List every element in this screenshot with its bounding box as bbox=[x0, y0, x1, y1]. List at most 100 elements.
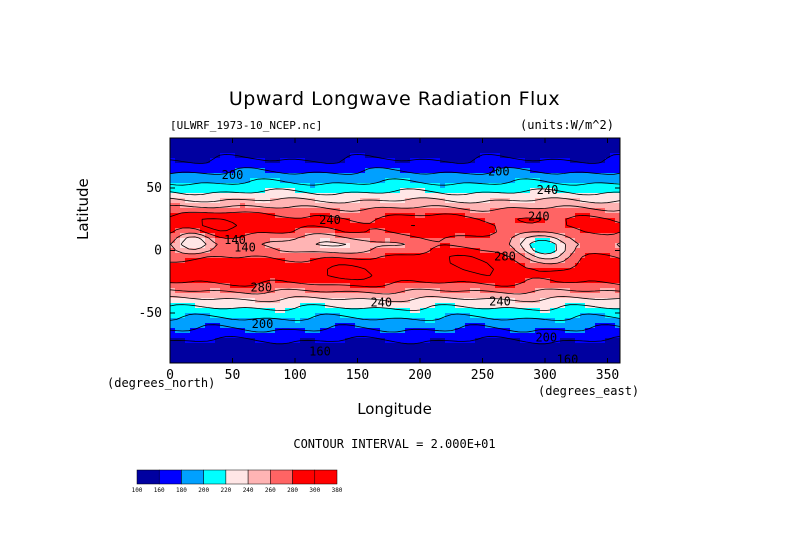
heatmap-cell bbox=[200, 253, 206, 259]
heatmap-cell bbox=[385, 263, 391, 269]
heatmap-cell bbox=[575, 243, 581, 249]
heatmap-cell bbox=[325, 253, 331, 259]
heatmap-cell bbox=[405, 208, 411, 214]
heatmap-cell bbox=[410, 153, 416, 159]
heatmap-cell bbox=[290, 293, 296, 299]
heatmap-cell bbox=[185, 203, 191, 209]
heatmap-cell bbox=[205, 138, 211, 144]
heatmap-cell bbox=[540, 208, 546, 214]
heatmap-cell bbox=[365, 358, 371, 363]
heatmap-cell bbox=[295, 158, 301, 164]
heatmap-cell bbox=[615, 328, 620, 334]
heatmap-cell bbox=[590, 353, 596, 359]
heatmap-cell bbox=[460, 173, 466, 179]
heatmap-cell bbox=[580, 298, 586, 304]
heatmap-cell bbox=[400, 243, 406, 249]
heatmap-cell bbox=[370, 143, 376, 149]
heatmap-cell bbox=[515, 193, 521, 199]
heatmap-cell bbox=[180, 298, 186, 304]
heatmap-cell bbox=[285, 253, 291, 259]
heatmap-cell bbox=[450, 258, 456, 264]
heatmap-cell bbox=[525, 193, 531, 199]
heatmap-cell bbox=[410, 188, 416, 194]
heatmap-cell bbox=[230, 333, 236, 339]
heatmap-cell bbox=[295, 333, 301, 339]
heatmap-cell bbox=[175, 173, 181, 179]
heatmap-cell bbox=[185, 303, 191, 309]
heatmap-cell bbox=[585, 293, 591, 299]
heatmap-cell bbox=[530, 248, 536, 254]
heatmap-cell bbox=[375, 318, 381, 324]
heatmap-cell bbox=[340, 198, 346, 204]
heatmap-cell bbox=[315, 358, 321, 363]
heatmap-cell bbox=[245, 293, 251, 299]
heatmap-cell bbox=[285, 303, 291, 309]
heatmap-cell bbox=[175, 153, 181, 159]
heatmap-cell bbox=[300, 148, 306, 154]
heatmap-cell bbox=[605, 228, 611, 234]
heatmap-cell bbox=[280, 233, 286, 239]
heatmap-cell bbox=[535, 188, 541, 194]
heatmap-cell bbox=[350, 313, 356, 319]
heatmap-cell bbox=[590, 228, 596, 234]
heatmap-cell bbox=[510, 293, 516, 299]
heatmap-cell bbox=[425, 228, 431, 234]
heatmap-cell bbox=[540, 248, 546, 254]
heatmap-cell bbox=[400, 308, 406, 314]
heatmap-cell bbox=[605, 168, 611, 174]
heatmap-cell bbox=[615, 273, 620, 279]
heatmap-cell bbox=[185, 193, 191, 199]
heatmap-cell bbox=[360, 163, 366, 169]
heatmap-cell bbox=[215, 168, 221, 174]
heatmap-cell bbox=[540, 268, 546, 274]
heatmap-cell bbox=[335, 143, 341, 149]
heatmap-cell bbox=[440, 138, 446, 144]
heatmap-cell bbox=[280, 273, 286, 279]
heatmap-cell bbox=[245, 193, 251, 199]
heatmap-cell bbox=[490, 163, 496, 169]
heatmap-cell bbox=[495, 188, 501, 194]
heatmap-cell bbox=[615, 173, 620, 179]
heatmap-cell bbox=[215, 238, 221, 244]
heatmap-cell bbox=[455, 208, 461, 214]
heatmap-cell bbox=[565, 178, 571, 184]
heatmap-cell bbox=[275, 183, 281, 189]
heatmap-cell bbox=[405, 283, 411, 289]
heatmap-cell bbox=[240, 248, 246, 254]
heatmap-cell bbox=[190, 163, 196, 169]
heatmap-cell bbox=[245, 353, 251, 359]
heatmap-cell bbox=[180, 188, 186, 194]
heatmap-cell bbox=[200, 283, 206, 289]
heatmap-cell bbox=[450, 143, 456, 149]
heatmap-cell bbox=[425, 323, 431, 329]
heatmap-cell bbox=[500, 223, 506, 229]
heatmap-cell bbox=[350, 143, 356, 149]
heatmap-cell bbox=[550, 183, 556, 189]
heatmap-cell bbox=[170, 148, 176, 154]
heatmap-cell bbox=[600, 163, 606, 169]
heatmap-cell bbox=[360, 293, 366, 299]
heatmap-cell bbox=[230, 153, 236, 159]
heatmap-cell bbox=[385, 233, 391, 239]
heatmap-cell bbox=[355, 173, 361, 179]
heatmap-cell bbox=[275, 293, 281, 299]
heatmap-cell bbox=[460, 183, 466, 189]
heatmap-cell bbox=[455, 143, 461, 149]
heatmap-cell bbox=[485, 328, 491, 334]
heatmap-cell bbox=[280, 208, 286, 214]
heatmap-cell bbox=[390, 203, 396, 209]
heatmap-cell bbox=[325, 233, 331, 239]
heatmap-cell bbox=[320, 148, 326, 154]
heatmap-cell bbox=[360, 243, 366, 249]
heatmap-cell bbox=[465, 193, 471, 199]
heatmap-cell bbox=[195, 263, 201, 269]
heatmap-cell bbox=[310, 183, 316, 189]
heatmap-cell bbox=[310, 248, 316, 254]
heatmap-cell bbox=[480, 203, 486, 209]
heatmap-cell bbox=[320, 268, 326, 274]
heatmap-cell bbox=[465, 198, 471, 204]
heatmap-cell bbox=[280, 358, 286, 363]
contour-label: 200 bbox=[488, 164, 510, 178]
heatmap-cell bbox=[370, 223, 376, 229]
heatmap-cell bbox=[220, 273, 226, 279]
